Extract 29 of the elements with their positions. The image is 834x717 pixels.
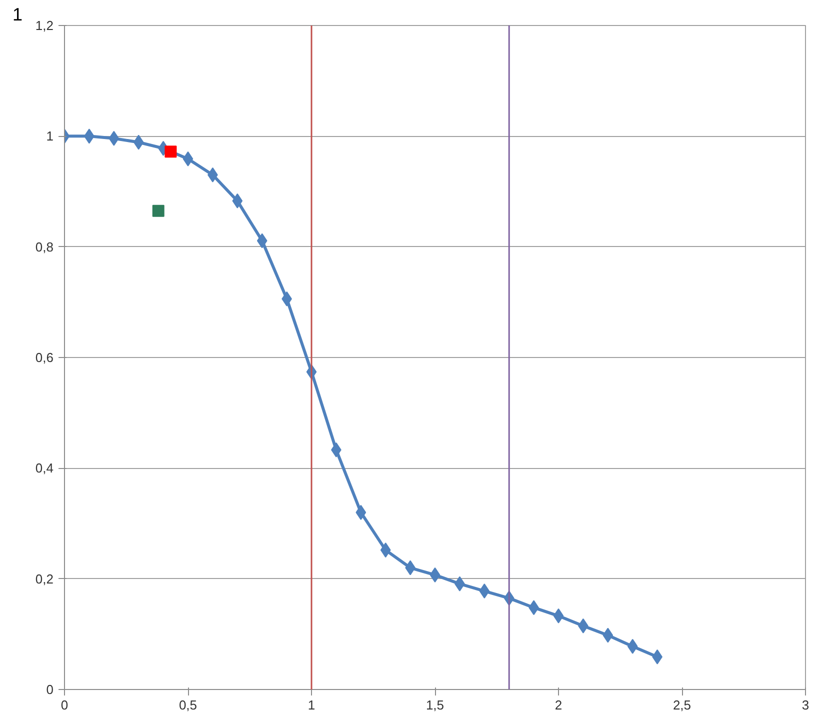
point — [256, 233, 268, 248]
point — [627, 638, 638, 654]
point — [380, 542, 391, 558]
text: 1 — [12, 4, 23, 24]
point — [182, 151, 194, 166]
y-tick-label: 0,2 — [35, 571, 54, 586]
y-tick-label: 1 — [46, 128, 54, 144]
x-tick-label: 0,5 — [178, 698, 198, 712]
point — [152, 204, 164, 217]
point — [164, 146, 177, 158]
x-tick-label: 2 — [554, 698, 562, 712]
x-tick-label: 1,5 — [426, 698, 444, 712]
point — [479, 584, 490, 599]
point — [133, 134, 144, 150]
point — [356, 504, 366, 520]
y-tick-label: 0,8 — [35, 239, 54, 254]
y-tick-label: 0,6 — [35, 350, 54, 365]
point — [602, 628, 614, 643]
x-tick-label: 3 — [802, 698, 810, 712]
y-tick-label: 1,2 — [35, 18, 54, 33]
point — [553, 608, 564, 624]
x-tick-label: 1 — [308, 698, 316, 712]
x-tick-label: 2,5 — [672, 698, 692, 712]
y-tick-label: 0 — [46, 682, 54, 697]
x-tick-label: 0 — [60, 698, 68, 712]
point — [430, 567, 440, 582]
y-tick-label: 0,4 — [35, 460, 54, 476]
point — [232, 193, 243, 208]
point — [108, 130, 120, 146]
